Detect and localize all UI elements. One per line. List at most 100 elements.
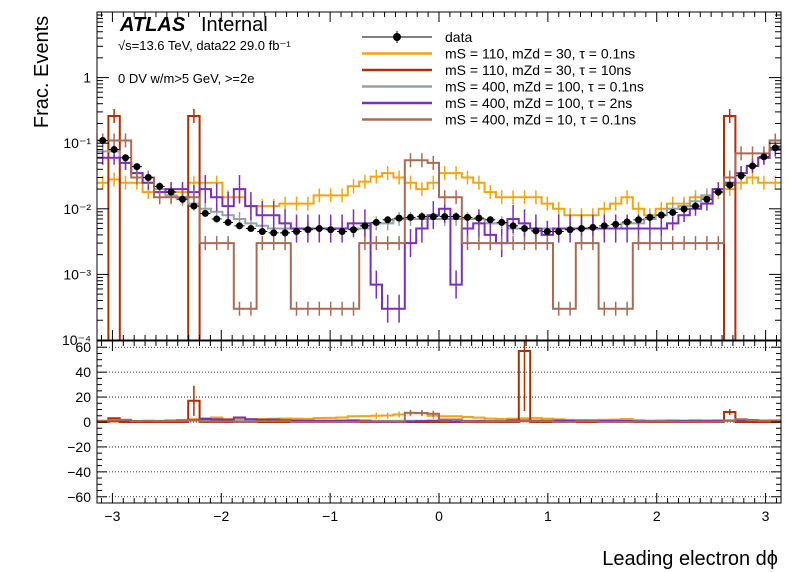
data-point-21 [338,228,346,236]
ratio-y-tick-label-4: −20 [67,439,91,455]
data-point-8 [190,202,198,210]
top-y-tick-label-2: 10⁻² [63,201,91,217]
data-point-24 [372,218,380,226]
x-axis: −3 −2 −1 0 1 2 3 [101,341,777,524]
data-point-23 [361,222,369,230]
legend-marker-0 [393,33,401,41]
x-tick-label-4: 1 [544,508,552,524]
data-point-13 [247,225,255,233]
ratio-y-tick-label-5: −40 [67,464,91,480]
top-histograms [97,108,781,340]
data-point-42 [578,225,585,233]
top-y-axis: 1 10⁻¹ 10⁻² 10⁻³ 10⁻⁴ [62,14,781,348]
data-point-33 [475,214,483,222]
x-tick-label-3: 0 [435,508,443,524]
series-4-line [97,148,781,310]
data-point-58 [760,153,768,161]
top-y-tick-label-0: 1 [83,70,91,86]
data-point-46 [623,218,631,226]
top-y-tick-label-4: 10⁻⁴ [62,332,91,348]
data-point-26 [395,214,403,222]
legend-label-0: data [445,29,472,45]
x-tick-label-0: −3 [104,508,120,524]
x-axis-title: Leading electron dϕ [602,548,778,570]
data-point-57 [749,162,756,170]
ratio-panel: 60 40 20 0 −20 −40 −60 −3 −2 −1 0 1 2 3 [67,339,782,524]
data-point-14 [258,228,266,236]
data-point-4 [144,174,152,182]
ratio-y-axis: 60 40 20 0 −20 −40 −60 [67,339,781,505]
data-point-54 [714,188,722,196]
data-point-43 [589,223,597,231]
legend-label-4: mS = 400, mZd = 100, τ = 2ns [445,95,632,111]
legend-label-3: mS = 400, mZd = 100, τ = 0.1ns [445,79,644,95]
series-2-hist [107,108,737,340]
data-point-12 [236,222,243,230]
series-2-line [107,115,737,340]
top-y-tick-label-3: 10⁻³ [63,266,91,282]
data-point-41 [566,226,574,234]
data-point-15 [270,229,278,237]
series-5-hist [97,133,781,316]
data-point-27 [407,213,414,221]
data-point-9 [201,209,209,217]
energy-lumi-label: √s=13.6 TeV, data22 29.0 fb⁻¹ [118,38,291,53]
data-point-38 [532,227,540,235]
data-point-45 [612,220,620,228]
data-point-1 [110,146,118,154]
data-point-48 [646,213,654,221]
main-panel: 1 10⁻¹ 10⁻² 10⁻³ 10⁻⁴ [62,11,782,348]
x-tick-label-5: 2 [653,508,661,524]
data-point-3 [133,163,141,171]
ratio-histograms [97,341,781,423]
data-point-53 [703,195,711,203]
data-point-10 [213,215,221,223]
data-point-40 [555,228,563,236]
data-point-32 [464,213,471,221]
top-y-tick-label-1: 10⁻¹ [63,135,91,151]
legend-label-1: mS = 110, mZd = 30, τ = 0.1ns [445,46,635,62]
data-point-5 [156,182,164,190]
data-point-56 [737,172,745,180]
data-point-7 [179,195,186,203]
data-point-28 [418,213,426,221]
data-point-47 [635,216,642,224]
x-tick-label-1: −2 [213,508,229,524]
y-axis-title: Frac. Events [31,16,53,128]
data-point-49 [657,211,665,219]
data-point-35 [498,218,506,226]
top-x-ticks [101,12,777,340]
data-point-39 [543,228,551,236]
status-label: Internal [201,14,268,36]
data-point-50 [669,208,677,216]
data-point-16 [281,229,289,237]
data-point-19 [315,225,323,233]
data-point-0 [99,136,107,144]
data-point-37 [521,225,528,233]
data-point-44 [600,222,608,230]
data-point-25 [384,216,392,224]
ratio-y-tick-label-1: 40 [75,364,91,380]
x-tick-label-6: 3 [762,508,770,524]
data-point-6 [167,188,175,196]
ratio-y-tick-label-0: 60 [75,339,91,355]
data-point-29 [429,213,437,221]
data-point-2 [122,154,129,162]
data-points [97,136,781,237]
series-5-line [97,139,781,310]
data-point-36 [509,222,517,230]
ratio-y-tick-label-3: 0 [83,414,91,430]
data-point-17 [293,228,300,236]
ratio-series-5-line [97,411,781,423]
data-point-18 [304,226,312,234]
selection-label: 0 DV w/m>5 GeV, >=2e [118,71,254,86]
data-point-31 [452,213,460,221]
data-point-59 [771,144,779,152]
data-point-20 [327,226,335,234]
x-tick-label-2: −1 [322,508,338,524]
ratio-y-tick-label-6: −60 [67,489,91,505]
experiment-label: ATLAS [119,14,186,36]
data-point-51 [680,205,688,213]
